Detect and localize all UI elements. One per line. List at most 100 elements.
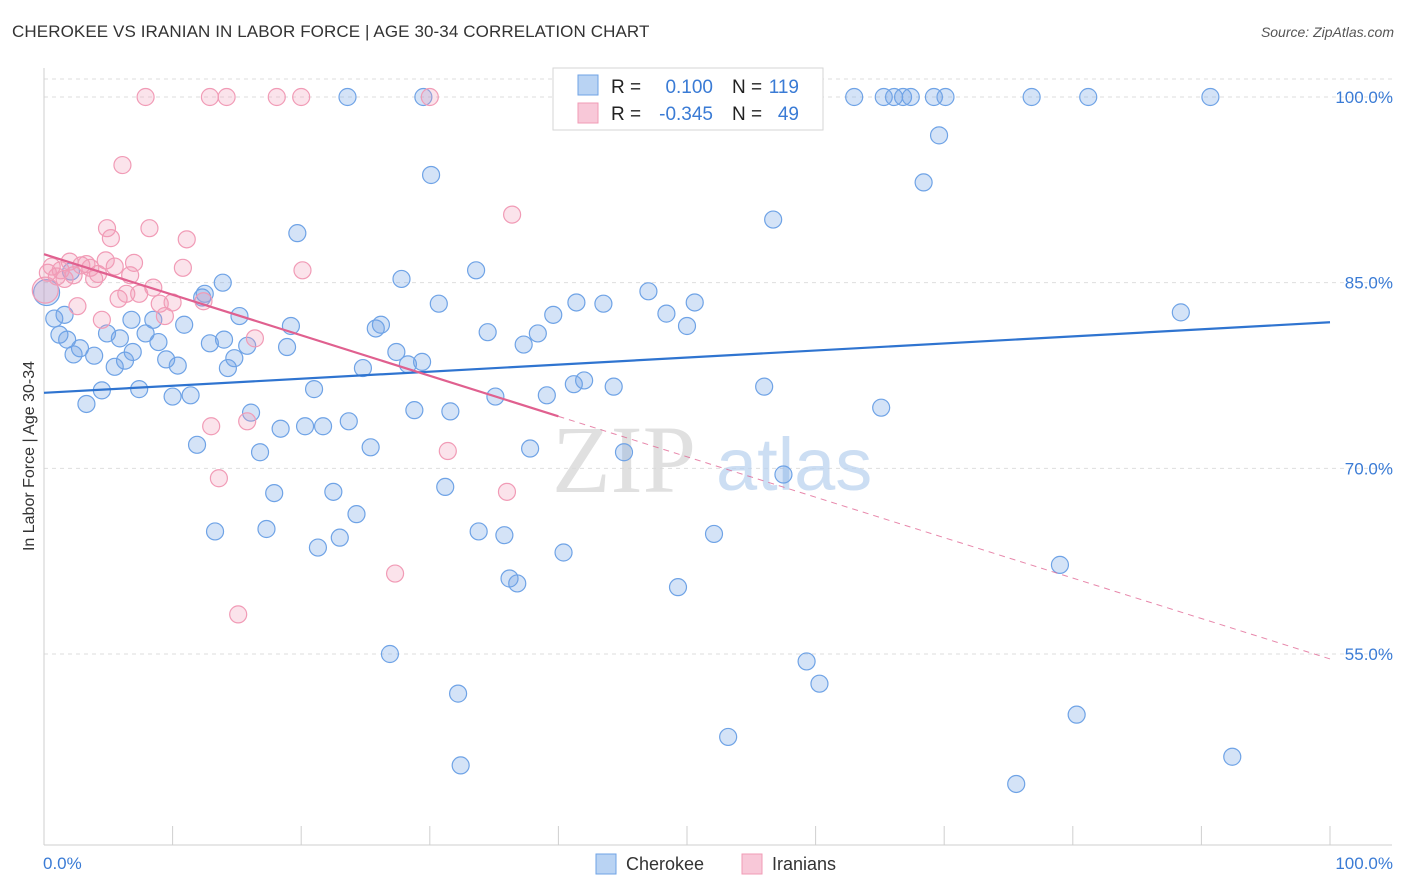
- iranians-point: [68, 297, 87, 316]
- cherokee-point: [130, 380, 149, 399]
- cherokee-point: [594, 294, 613, 313]
- cherokee-point: [668, 578, 688, 597]
- iranians-trend-extension: [558, 415, 1331, 660]
- legend-swatch-cherokee: [577, 74, 599, 96]
- iranians-point: [217, 87, 236, 107]
- cherokee-point: [353, 358, 373, 378]
- cherokee-point: [77, 394, 96, 414]
- cherokee-point: [466, 261, 486, 280]
- cherokee-point: [250, 443, 270, 462]
- cherokee-point: [324, 482, 343, 501]
- legend-n-label-iranians: N =: [732, 104, 762, 125]
- legend-r-value-cherokee: 0.100: [665, 77, 713, 98]
- cherokee-point: [45, 309, 64, 328]
- cherokee-point: [436, 477, 455, 496]
- cherokee-point: [136, 324, 155, 343]
- cherokee-point: [122, 310, 141, 329]
- iranians-point: [55, 269, 74, 289]
- cherokee-point: [144, 310, 163, 329]
- cherokee-point: [872, 398, 891, 417]
- iranians-point: [42, 257, 61, 276]
- y-tick-label: 100.0%: [1335, 88, 1393, 107]
- cherokee-point: [308, 538, 328, 557]
- cherokee-point: [564, 375, 583, 394]
- cherokee-point: [514, 335, 533, 354]
- cherokee-point: [195, 284, 214, 303]
- iranians-point: [136, 87, 155, 107]
- cherokee-point: [495, 526, 514, 545]
- cherokee-point: [241, 403, 261, 422]
- cherokee-point: [163, 387, 182, 406]
- cherokee-point: [1050, 555, 1070, 574]
- cherokee-point: [797, 652, 816, 671]
- y-tick-label: 85.0%: [1345, 274, 1393, 293]
- cherokee-point: [110, 329, 129, 348]
- cherokee-point: [288, 224, 307, 243]
- legend-n-value-cherokee: 119: [769, 77, 799, 98]
- watermark: ZIP atlas: [552, 406, 872, 513]
- cherokee-point: [213, 273, 232, 292]
- cherokee-point: [32, 278, 61, 307]
- iranians-point: [497, 482, 517, 501]
- legend-n-label-cherokee: N =: [732, 77, 762, 98]
- cherokee-point: [1223, 747, 1242, 766]
- cherokee-point: [657, 304, 676, 323]
- bottom-legend: Cherokee Iranians: [595, 853, 836, 875]
- cherokee-point: [521, 439, 540, 458]
- bottom-legend-swatch-iranians: [741, 853, 763, 875]
- cherokee-point: [214, 330, 234, 349]
- watermark-atlas: atlas: [716, 423, 872, 506]
- iranians-point: [124, 253, 144, 272]
- cherokee-point: [845, 87, 864, 107]
- cherokee-point: [338, 87, 357, 107]
- cherokee-point: [168, 356, 187, 375]
- watermark-zip: ZIP: [552, 406, 696, 513]
- iranians-point: [293, 261, 312, 280]
- legend-r-value-iranians: -0.345: [659, 104, 713, 125]
- cherokee-point: [1067, 705, 1086, 724]
- cherokee-point: [421, 165, 441, 185]
- cherokee-point: [218, 358, 237, 378]
- iranians-point: [177, 230, 196, 249]
- cherokee-point: [157, 350, 176, 369]
- cherokee-point: [893, 87, 913, 107]
- cherokee-point: [704, 524, 724, 544]
- cherokee-point: [914, 173, 933, 192]
- cherokee-point: [304, 380, 324, 399]
- cherokee-point: [936, 87, 955, 107]
- cherokee-point: [1171, 303, 1190, 322]
- legend-r-label-cherokee: R =: [611, 77, 641, 98]
- cherokee-point: [149, 332, 168, 352]
- cherokee-point: [544, 305, 563, 324]
- iranians-point: [97, 219, 117, 238]
- cherokee-point: [774, 465, 793, 484]
- iranians-point: [209, 469, 228, 488]
- iranians-point: [420, 87, 439, 107]
- legend-r-label-iranians: R =: [611, 104, 641, 125]
- iranians-point: [503, 205, 522, 224]
- iranians-point: [267, 87, 286, 107]
- cherokee-point: [764, 210, 783, 229]
- bottom-legend-swatch-cherokee: [595, 853, 617, 875]
- legend: R = 0.100 N = 119 R = -0.345 N = 49: [552, 67, 824, 131]
- iranians-point: [200, 87, 219, 107]
- x-ticks: [43, 826, 1331, 845]
- cherokee-point: [371, 315, 391, 334]
- cherokee-point: [929, 126, 949, 145]
- iranians-point: [202, 417, 221, 436]
- iranians-point: [238, 412, 257, 431]
- bottom-legend-cherokee: Cherokee: [626, 854, 704, 874]
- iranians-point: [117, 284, 136, 303]
- iranians-point: [113, 155, 132, 175]
- legend-n-value-iranians: 49: [778, 104, 799, 125]
- cherokee-point: [810, 674, 829, 693]
- cherokee-point: [257, 519, 276, 539]
- cherokee-point: [448, 684, 468, 703]
- trend-lines: [43, 253, 1331, 660]
- cherokee-point: [901, 87, 920, 107]
- cherokee-point: [1201, 87, 1220, 107]
- cherokee-point: [441, 402, 460, 421]
- cherokee-point: [271, 419, 290, 438]
- cherokee-point: [614, 443, 634, 462]
